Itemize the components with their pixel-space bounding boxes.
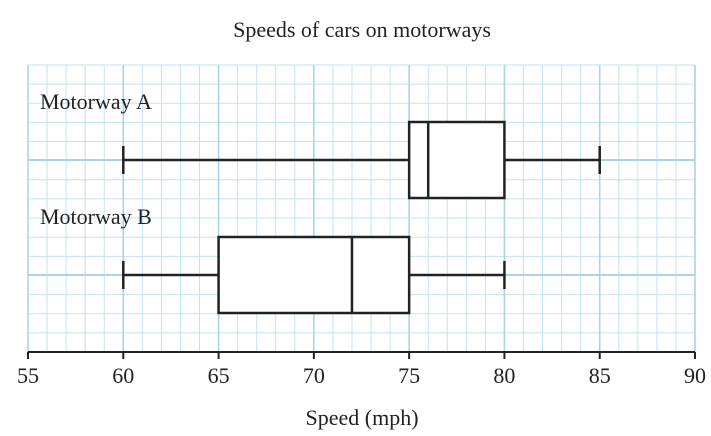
box (407, 120, 506, 200)
x-tick-label: 55 (17, 363, 39, 388)
x-tick-label: 60 (112, 363, 134, 388)
x-axis-label: Speed (mph) (305, 405, 418, 430)
x-tick-label: 65 (208, 363, 230, 388)
box-label: Motorway A (40, 89, 152, 114)
x-tick-label: 85 (589, 363, 611, 388)
x-tick-label: 90 (684, 363, 706, 388)
x-tick-label: 80 (493, 363, 515, 388)
x-tick-label: 75 (398, 363, 420, 388)
box-label: Motorway B (40, 204, 152, 229)
x-tick-label: 70 (303, 363, 325, 388)
chart-title: Speeds of cars on motorways (233, 17, 491, 42)
box (217, 235, 411, 315)
